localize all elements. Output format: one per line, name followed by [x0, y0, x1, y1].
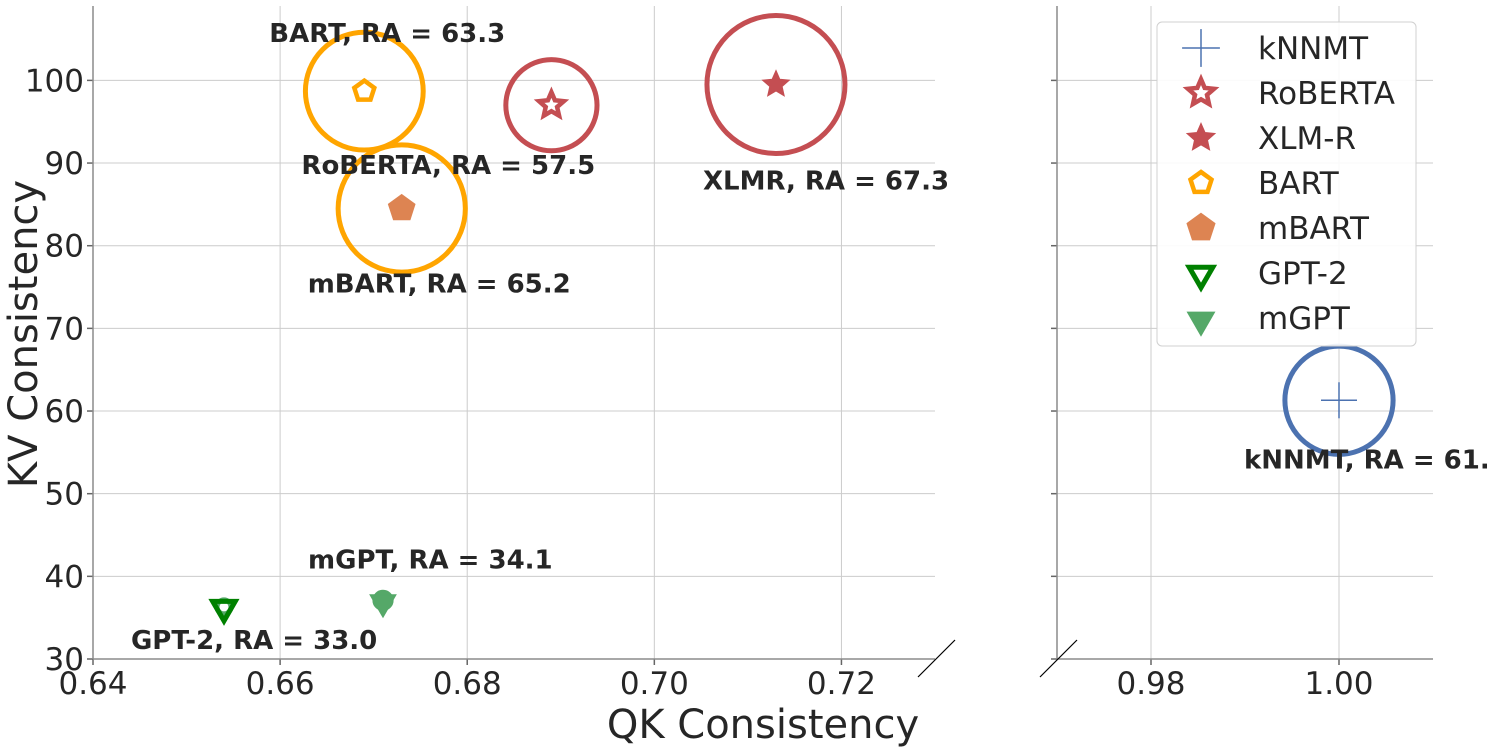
legend: kNNMT RoBERTA XLM-R BART mBART GPT-2 mGPT [1156, 21, 1417, 347]
annotations: kNNMT, RA = 61.3 RoBERTA, RA = 57.5 XLMR, … [131, 19, 1487, 656]
legend-label: BART [1258, 166, 1340, 202]
data-point-marker [533, 86, 570, 121]
x-tick-label: 0.72 [807, 666, 876, 702]
x-axis-label: QK Consistency [607, 702, 919, 748]
legend-marker [1184, 264, 1218, 293]
y-tick-label: 90 [45, 146, 84, 182]
data-point-marker [761, 69, 791, 97]
axis-break-mark [917, 639, 956, 678]
legend-marker [1186, 311, 1216, 337]
y-tick-label: 80 [45, 229, 84, 265]
y-tick-label: 40 [45, 559, 84, 595]
tick-labels: 30 40 50 60 70 80 90 100 0.64 0.66 0.68 0.70 0.72 0.9… [25, 63, 1374, 702]
point-annotation: mBART, RA = 65.2 [308, 270, 571, 300]
data-markers [208, 69, 1357, 626]
y-tick-label: 70 [45, 311, 84, 347]
y-tick-label: 30 [45, 642, 84, 678]
y-axis-label: KV Consistency [1, 180, 47, 488]
point-annotation: BART, RA = 63.3 [269, 19, 505, 49]
legend-marker [1186, 212, 1216, 241]
point-annotation: RoBERTA, RA = 57.5 [301, 151, 595, 181]
data-point-marker [1321, 382, 1357, 419]
ra-ring [704, 13, 848, 157]
point-annotation: mGPT, RA = 34.1 [308, 545, 553, 575]
legend-marker [1185, 122, 1217, 151]
legend-label: RoBERTA [1258, 76, 1395, 112]
ra-ring [335, 142, 468, 275]
point-annotation: XLMR, RA = 67.3 [703, 167, 949, 197]
x-tick-label: 0.66 [246, 666, 315, 702]
point-annotation: kNNMT, RA = 61.3 [1244, 445, 1487, 475]
legend-label: mBART [1258, 211, 1370, 247]
x-tick-label: 0.70 [620, 666, 689, 702]
ra-ring [302, 29, 426, 153]
data-point-marker [208, 598, 240, 626]
legend-label: GPT-2 [1258, 256, 1348, 292]
legend-item: XLM-R [1185, 121, 1356, 157]
x-tick-label: 1.00 [1304, 666, 1373, 702]
legend-item: mGPT [1186, 301, 1351, 337]
data-point-marker [351, 77, 377, 102]
point-annotation: GPT-2, RA = 33.0 [131, 626, 377, 656]
legend-item: mBART [1186, 211, 1370, 247]
legend-label: XLM-R [1258, 121, 1356, 157]
legend-label: kNNMT [1258, 31, 1369, 67]
y-tick-label: 100 [25, 63, 84, 99]
data-point-marker [387, 193, 416, 221]
legend-marker [1182, 73, 1220, 109]
legend-item: kNNMT [1182, 29, 1369, 67]
x-tick-label: 0.98 [1116, 666, 1185, 702]
axis-break-mark [1039, 639, 1078, 678]
legend-label: mGPT [1258, 301, 1351, 337]
y-tick-label: 60 [45, 394, 84, 430]
axes [87, 6, 1433, 678]
ra-ring [503, 57, 600, 154]
legend-frame [1156, 21, 1417, 347]
legend-item: RoBERTA [1182, 73, 1395, 112]
legend-item: GPT-2 [1184, 256, 1348, 293]
legend-item: BART [1187, 166, 1340, 202]
data-point-marker [369, 594, 397, 619]
y-tick-label: 50 [45, 477, 84, 513]
legend-marker [1187, 169, 1215, 195]
x-tick-label: 0.68 [433, 666, 502, 702]
legend-marker [1182, 29, 1220, 67]
x-tick-label: 0.64 [58, 666, 127, 702]
